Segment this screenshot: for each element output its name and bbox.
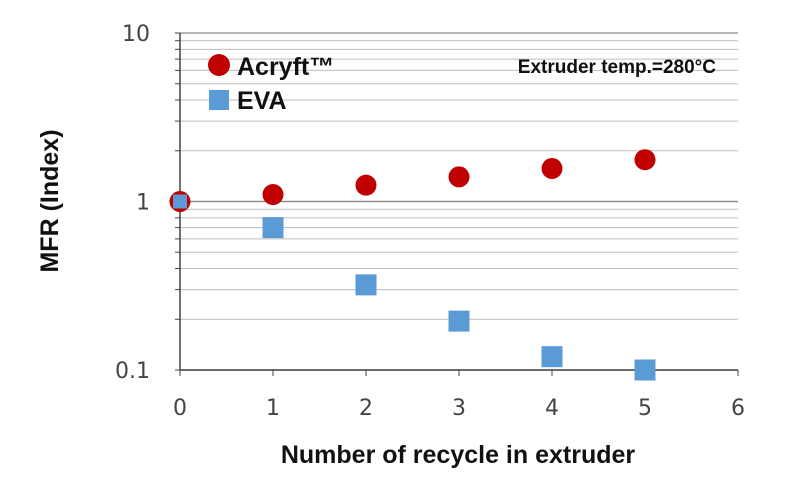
point-acryft [541, 157, 563, 179]
y-tick-labels: 0.1 1 10 [115, 22, 150, 384]
point-acryft [262, 184, 284, 206]
point-acryft [634, 149, 656, 171]
x-tick-label: 6 [731, 396, 745, 421]
point-eva [448, 310, 470, 332]
point-eva [355, 274, 377, 296]
x-tick-label: 5 [638, 396, 652, 421]
y-tick-label: 1 [136, 191, 150, 216]
legend-marker-eva [209, 90, 229, 110]
x-tick-label: 1 [266, 396, 280, 421]
point-eva [262, 217, 284, 239]
x-tick-label: 0 [173, 396, 187, 421]
x-tick-label: 3 [452, 396, 466, 421]
point-eva [634, 359, 656, 381]
x-tick-labels: 0 1 2 3 4 5 6 [173, 396, 745, 421]
legend-marker-acryft [208, 54, 230, 76]
point-eva [173, 194, 187, 209]
x-tick-label: 4 [545, 396, 559, 421]
legend-label-acryft: Acryft™ [237, 53, 334, 81]
y-tick-label: 0.1 [115, 359, 150, 384]
legend-label-eva: EVA [237, 87, 287, 115]
x-tick-label: 2 [359, 396, 373, 421]
point-eva [541, 346, 563, 368]
y-axis-title: MFR (Index) [36, 129, 64, 272]
annotation-extruder-temp: Extruder temp.=280°C [518, 57, 716, 78]
data-points [169, 149, 656, 381]
y-tick-label: 10 [122, 22, 150, 47]
point-acryft [448, 166, 470, 188]
legend: Acryft™ EVA [208, 53, 334, 115]
x-axis-title: Number of recycle in extruder [281, 441, 636, 469]
point-acryft [355, 174, 377, 196]
